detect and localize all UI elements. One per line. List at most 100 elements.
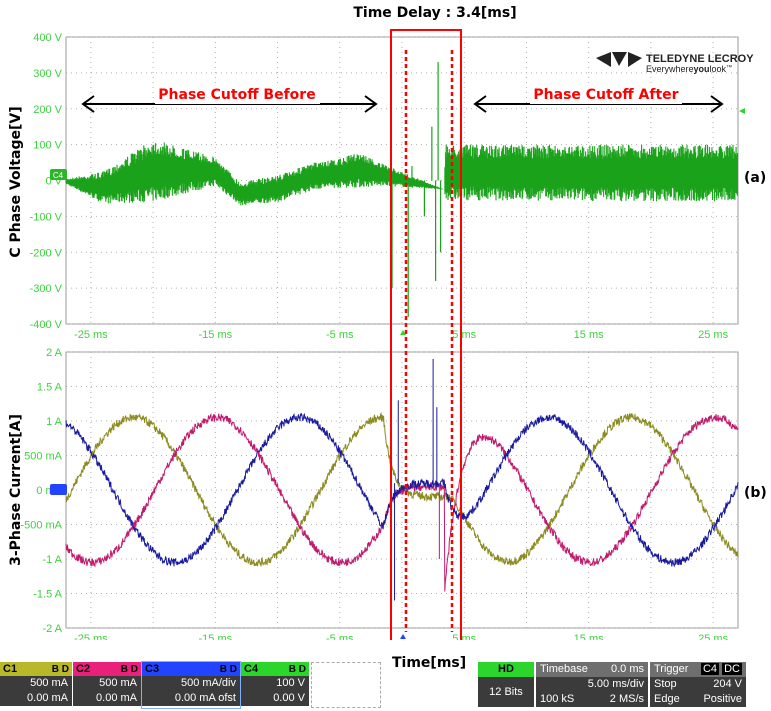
trigger-time-marker-bottom <box>400 634 406 639</box>
voltage-ytick-label: 300 V <box>33 68 62 80</box>
voltage-ytick-label: -100 V <box>30 211 63 223</box>
page-title: Time Delay : 3.4[ms] <box>353 5 516 21</box>
current-xtick-label: 15 ms <box>574 633 604 640</box>
channel-c2-bd: B D <box>120 663 138 675</box>
voltage-xtick-label: 5 ms <box>452 329 476 341</box>
channel-c2-offset: 0.00 mA <box>73 691 141 706</box>
current-ytick-label: -2 A <box>42 623 62 635</box>
trigger-type: Edge <box>654 693 680 705</box>
current-ytick-label: 1.5 A <box>37 382 63 394</box>
timebase-points: 100 kS <box>540 693 575 705</box>
current-xtick-label: -25 ms <box>74 633 108 640</box>
timebase-delay: 0.0 ms <box>610 663 644 675</box>
current-ytick-label: 1 A <box>46 416 63 428</box>
annot-before: Phase Cutoff Before <box>158 87 315 103</box>
hd-descriptor[interactable]: HD 12 Bits <box>478 662 534 707</box>
current-xtick-label: 25 ms <box>698 633 728 640</box>
empty-channel-slot[interactable] <box>311 662 381 708</box>
channel-c4-bd: B D <box>288 663 306 675</box>
current-ylabel: 3-Phase Current[A] <box>8 414 24 566</box>
channel-c4-offset: 0.00 V <box>241 691 309 706</box>
logo-mark-icon <box>596 52 642 67</box>
voltage-xtick-label: 25 ms <box>698 329 728 341</box>
trigger-slope: Positive <box>703 693 742 705</box>
logo-name: TELEDYNE LECROY <box>646 53 754 65</box>
current-ytick-label: 500 mA <box>24 451 63 463</box>
voltage-x-ticks: -25 ms -15 ms -5 ms 5 ms 15 ms 25 ms <box>74 329 729 341</box>
timebase-div: 5.00 ms/div <box>587 678 644 690</box>
hd-label: HD <box>478 662 534 677</box>
channel-c4-scale: 100 V <box>241 676 309 691</box>
current-traces <box>65 358 739 601</box>
trigger-coupling: DC <box>722 663 742 675</box>
annot-after-bg <box>530 84 682 104</box>
current-x-ticks: -25 ms -15 ms -5 ms 5 ms 15 ms 25 ms <box>74 633 729 640</box>
cutoff-highlight-box <box>390 29 462 640</box>
voltage-xtick-label: -15 ms <box>199 329 233 341</box>
voltage-ytick-label: 100 V <box>33 140 62 152</box>
logo-tagline: Everywhereyoulook™ <box>646 64 732 74</box>
trigger-label: Trigger <box>654 663 689 675</box>
timebase-label: Timebase <box>540 663 588 675</box>
trigger-descriptor[interactable]: Trigger C4 DC Stop 204 V Edge Positive <box>650 662 746 707</box>
voltage-ytick-label: -300 V <box>30 283 63 295</box>
trigger-mode: Stop <box>654 678 677 690</box>
trigger-src: C4 <box>700 663 720 675</box>
c4-zero-marker: C4 <box>50 169 67 180</box>
channel-c1-descriptor[interactable]: C1 B D 500 mA 0.00 mA <box>0 662 72 708</box>
current-xtick-label: 5 ms <box>452 633 476 640</box>
channel-c3-bd: B D <box>219 663 237 675</box>
voltage-ytick-label: -400 V <box>30 319 63 331</box>
voltage-ytick-label: -200 V <box>30 247 63 259</box>
current-trace-c2 <box>65 412 739 592</box>
channel-c3-offset: 0.00 mA ofst <box>142 691 240 706</box>
channel-c3-scale: 500 mA/div <box>142 676 240 691</box>
current-trace-c3 <box>65 412 739 568</box>
voltage-xtick-label: -25 ms <box>74 329 108 341</box>
channel-c4-id: C4 <box>244 663 259 675</box>
trigger-time-marker <box>400 330 406 335</box>
voltage-traces <box>65 62 738 317</box>
current-xtick-label: -5 ms <box>326 633 354 640</box>
channel-c1-id: C1 <box>3 663 18 675</box>
current-grid <box>66 351 738 629</box>
current-ytick-label: -1 A <box>42 554 62 566</box>
channel-c4-descriptor[interactable]: C4 B D 100 V 0.00 V <box>241 662 309 708</box>
voltage-ylabel: C Phase Voltage[V] <box>8 106 24 257</box>
hd-bits: 12 Bits <box>478 677 534 707</box>
timebase-rate: 2 MS/s <box>609 693 644 705</box>
channel-c2-descriptor[interactable]: C2 B D 500 mA 0.00 mA <box>73 662 141 708</box>
teledyne-logo: TELEDYNE LECROY Everywhereyoulook™ <box>596 52 754 74</box>
svg-text:C4: C4 <box>53 171 64 180</box>
timebase-descriptor[interactable]: Timebase 0.0 ms 5.00 ms/div 100 kS 2 MS/s <box>536 662 648 707</box>
current-ytick-label: -1.5 A <box>33 589 62 601</box>
channel-c2-scale: 500 mA <box>73 676 141 691</box>
voltage-ytick-label: 400 V <box>33 32 62 44</box>
channel-c2-id: C2 <box>76 663 91 675</box>
current-xtick-label: -15 ms <box>199 633 233 640</box>
channel-c3-descriptor[interactable]: C3 B D 500 mA/div 0.00 mA ofst <box>141 661 241 709</box>
trigger-level: 204 V <box>713 678 742 690</box>
current-ytick-label: 2 A <box>46 347 63 359</box>
voltage-ytick-label: 200 V <box>33 104 62 116</box>
c3-zero-marker <box>50 484 67 495</box>
x-axis-label: Time[ms] <box>392 655 467 671</box>
channel-c1-bd: B D <box>51 663 69 675</box>
voltage-xtick-label: 15 ms <box>574 329 604 341</box>
annot-after: Phase Cutoff After <box>533 87 678 103</box>
channel-c3-id: C3 <box>145 663 160 675</box>
voltage-grid <box>66 36 738 325</box>
channel-c1-scale: 500 mA <box>0 676 72 691</box>
current-ytick-label: -500 mA <box>20 520 62 532</box>
voltage-trace-c4 <box>65 142 738 206</box>
label-b: (b) <box>744 485 767 501</box>
annot-before-bg <box>155 84 320 104</box>
chart-canvas: Time Delay : 3.4[ms] 400 V 300 V 200 V 100 … <box>8 5 767 640</box>
voltage-xtick-label: -5 ms <box>326 329 354 341</box>
label-a: (a) <box>744 170 766 186</box>
trigger-level-marker <box>739 108 745 114</box>
channel-c1-offset: 0.00 mA <box>0 691 72 706</box>
